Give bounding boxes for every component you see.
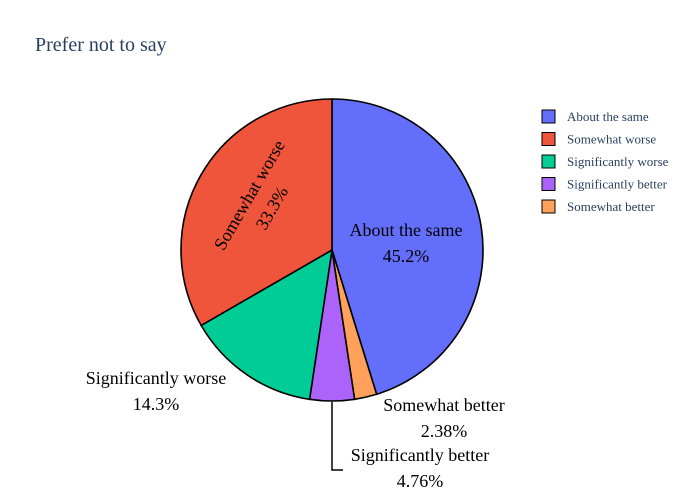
- legend-swatch: [541, 154, 556, 169]
- legend-item-significantly-better[interactable]: Significantly better: [541, 177, 668, 192]
- legend-swatch: [541, 132, 556, 146]
- chart-title: Prefer not to say: [35, 34, 167, 56]
- slice-label-somewhat-better: Somewhat better 2.38%: [383, 395, 504, 441]
- legend-label: Significantly better: [567, 177, 668, 192]
- pie-slice-about-the-same[interactable]: [331, 98, 484, 396]
- pie-slices: [180, 98, 484, 402]
- legend-item-about-the-same[interactable]: About the same: [541, 109, 649, 124]
- legend[interactable]: About the same Somewhat worse Significantl…: [541, 109, 669, 214]
- pie-slice-significantly-worse[interactable]: [200, 248, 334, 401]
- legend-item-somewhat-better[interactable]: Somewhat better: [541, 199, 655, 214]
- slice-label-about-the-same: About the same 45.2%: [350, 220, 463, 266]
- legend-swatch: [541, 199, 556, 214]
- slice-label-significantly-better: Significantly better 4.76%: [351, 445, 489, 491]
- legend-label: About the same: [567, 109, 649, 124]
- legend-swatch: [541, 109, 556, 124]
- legend-label: Somewhat better: [567, 199, 655, 214]
- legend-item-somewhat-worse[interactable]: Somewhat worse: [541, 132, 656, 147]
- legend-swatch: [541, 177, 556, 191]
- legend-label: Significantly worse: [567, 154, 669, 169]
- pie-slice-somewhat-worse[interactable]: [180, 98, 333, 327]
- slice-label-significantly-worse: Significantly worse 14.3%: [86, 368, 226, 414]
- leader-line-significantly-better: [331, 402, 343, 471]
- legend-item-significantly-worse[interactable]: Significantly worse: [541, 154, 669, 169]
- legend-label: Somewhat worse: [567, 132, 656, 147]
